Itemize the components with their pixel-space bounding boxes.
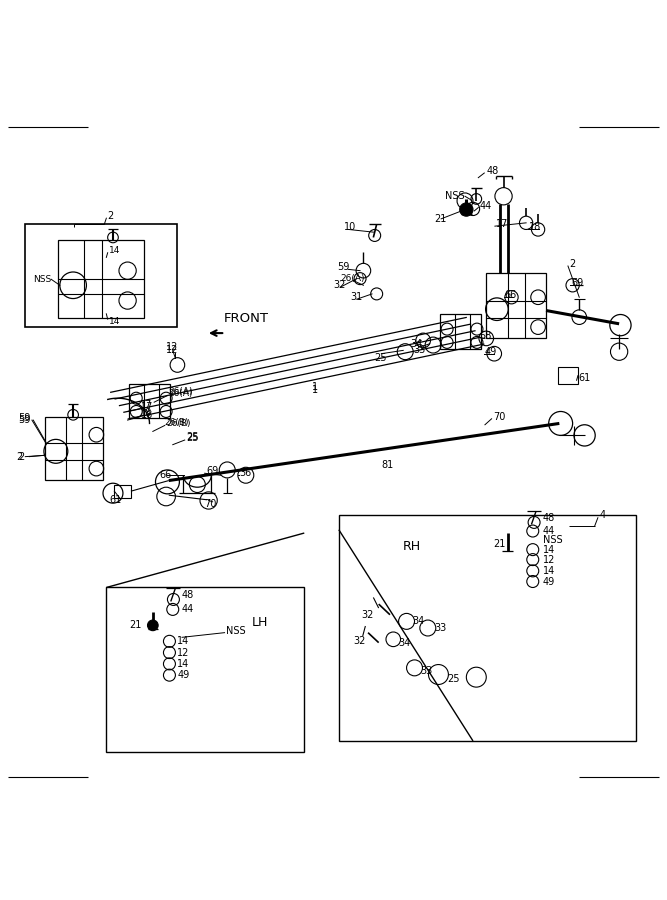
Text: 12: 12: [177, 648, 190, 658]
Text: 48: 48: [486, 166, 498, 176]
Text: 4: 4: [599, 510, 606, 520]
Bar: [486, 274, 546, 338]
Text: 14: 14: [543, 566, 555, 576]
Text: 32: 32: [334, 280, 346, 291]
Text: 12: 12: [166, 345, 179, 355]
Text: 14: 14: [177, 659, 189, 669]
Text: 33: 33: [414, 346, 426, 356]
Text: 18: 18: [141, 410, 153, 419]
Text: 26(A): 26(A): [340, 274, 365, 284]
Text: 10: 10: [344, 222, 356, 232]
Text: 44: 44: [543, 526, 555, 536]
Text: 17: 17: [141, 401, 153, 412]
Text: 34: 34: [410, 338, 422, 348]
Text: 21: 21: [434, 214, 447, 224]
Text: 26(B): 26(B): [166, 418, 191, 427]
Text: 26(A): 26(A): [169, 387, 193, 396]
Text: 17: 17: [139, 400, 152, 410]
Text: NSS: NSS: [226, 626, 245, 635]
Text: 61: 61: [109, 495, 121, 505]
Bar: [129, 383, 170, 418]
Text: 70: 70: [204, 500, 216, 509]
Text: 61: 61: [578, 374, 590, 383]
Text: 59: 59: [18, 413, 31, 423]
Text: 14: 14: [177, 636, 189, 646]
Text: 44: 44: [480, 201, 492, 211]
Text: 48: 48: [543, 513, 555, 523]
Text: 31: 31: [350, 292, 362, 302]
Text: 36: 36: [239, 468, 251, 478]
Text: 59: 59: [18, 415, 31, 425]
Bar: [106, 588, 304, 752]
Text: 21: 21: [129, 620, 141, 630]
Text: 25: 25: [448, 674, 460, 684]
Text: 1: 1: [312, 385, 318, 395]
Text: FRONT: FRONT: [224, 312, 269, 325]
Text: NSS: NSS: [543, 536, 562, 545]
Text: 26(B): 26(B): [164, 418, 189, 427]
Text: 81: 81: [382, 460, 394, 470]
Text: 32: 32: [362, 609, 374, 620]
Text: 1: 1: [312, 382, 318, 392]
Text: 66: 66: [505, 290, 517, 301]
Text: 66: 66: [159, 470, 171, 481]
Text: 12: 12: [166, 342, 179, 352]
Circle shape: [147, 620, 158, 631]
Text: 49: 49: [177, 670, 189, 680]
Bar: [440, 314, 481, 349]
Bar: [339, 515, 636, 741]
Text: NSS: NSS: [445, 192, 465, 202]
Text: 49: 49: [485, 346, 497, 356]
Text: 26(A): 26(A): [169, 389, 193, 398]
Text: 14: 14: [109, 247, 120, 256]
Bar: [114, 484, 131, 498]
Bar: [558, 367, 578, 383]
Bar: [58, 240, 144, 319]
Text: 18: 18: [530, 222, 542, 232]
Text: 59: 59: [337, 262, 350, 273]
Text: 2: 2: [16, 452, 22, 462]
Text: RH: RH: [403, 540, 421, 553]
Text: 34: 34: [412, 616, 424, 626]
Text: 33: 33: [420, 665, 432, 676]
Text: 34: 34: [399, 637, 411, 648]
Text: 2: 2: [570, 259, 576, 269]
Text: 21: 21: [493, 539, 506, 549]
Text: 44: 44: [182, 605, 194, 615]
Text: 33: 33: [434, 623, 447, 633]
Text: 25: 25: [186, 433, 199, 443]
Text: 25: 25: [186, 432, 199, 442]
Text: LH: LH: [252, 616, 269, 629]
Circle shape: [460, 202, 473, 216]
Text: 25: 25: [375, 354, 387, 364]
Text: 2: 2: [18, 452, 24, 462]
Text: 14: 14: [109, 317, 120, 326]
Bar: [25, 224, 177, 327]
Text: 69: 69: [572, 277, 584, 288]
Text: 2: 2: [107, 211, 114, 220]
Text: 48: 48: [182, 590, 194, 599]
Text: 18: 18: [139, 408, 152, 418]
Text: 58: 58: [480, 331, 492, 341]
Text: 12: 12: [543, 554, 555, 564]
Text: 32: 32: [354, 636, 366, 646]
Text: NSS: NSS: [33, 274, 51, 284]
Text: 69: 69: [206, 466, 218, 476]
Bar: [45, 417, 103, 480]
Text: 70: 70: [493, 412, 506, 422]
Text: 14: 14: [543, 544, 555, 554]
Text: 49: 49: [543, 577, 555, 587]
Text: 17: 17: [496, 220, 509, 230]
